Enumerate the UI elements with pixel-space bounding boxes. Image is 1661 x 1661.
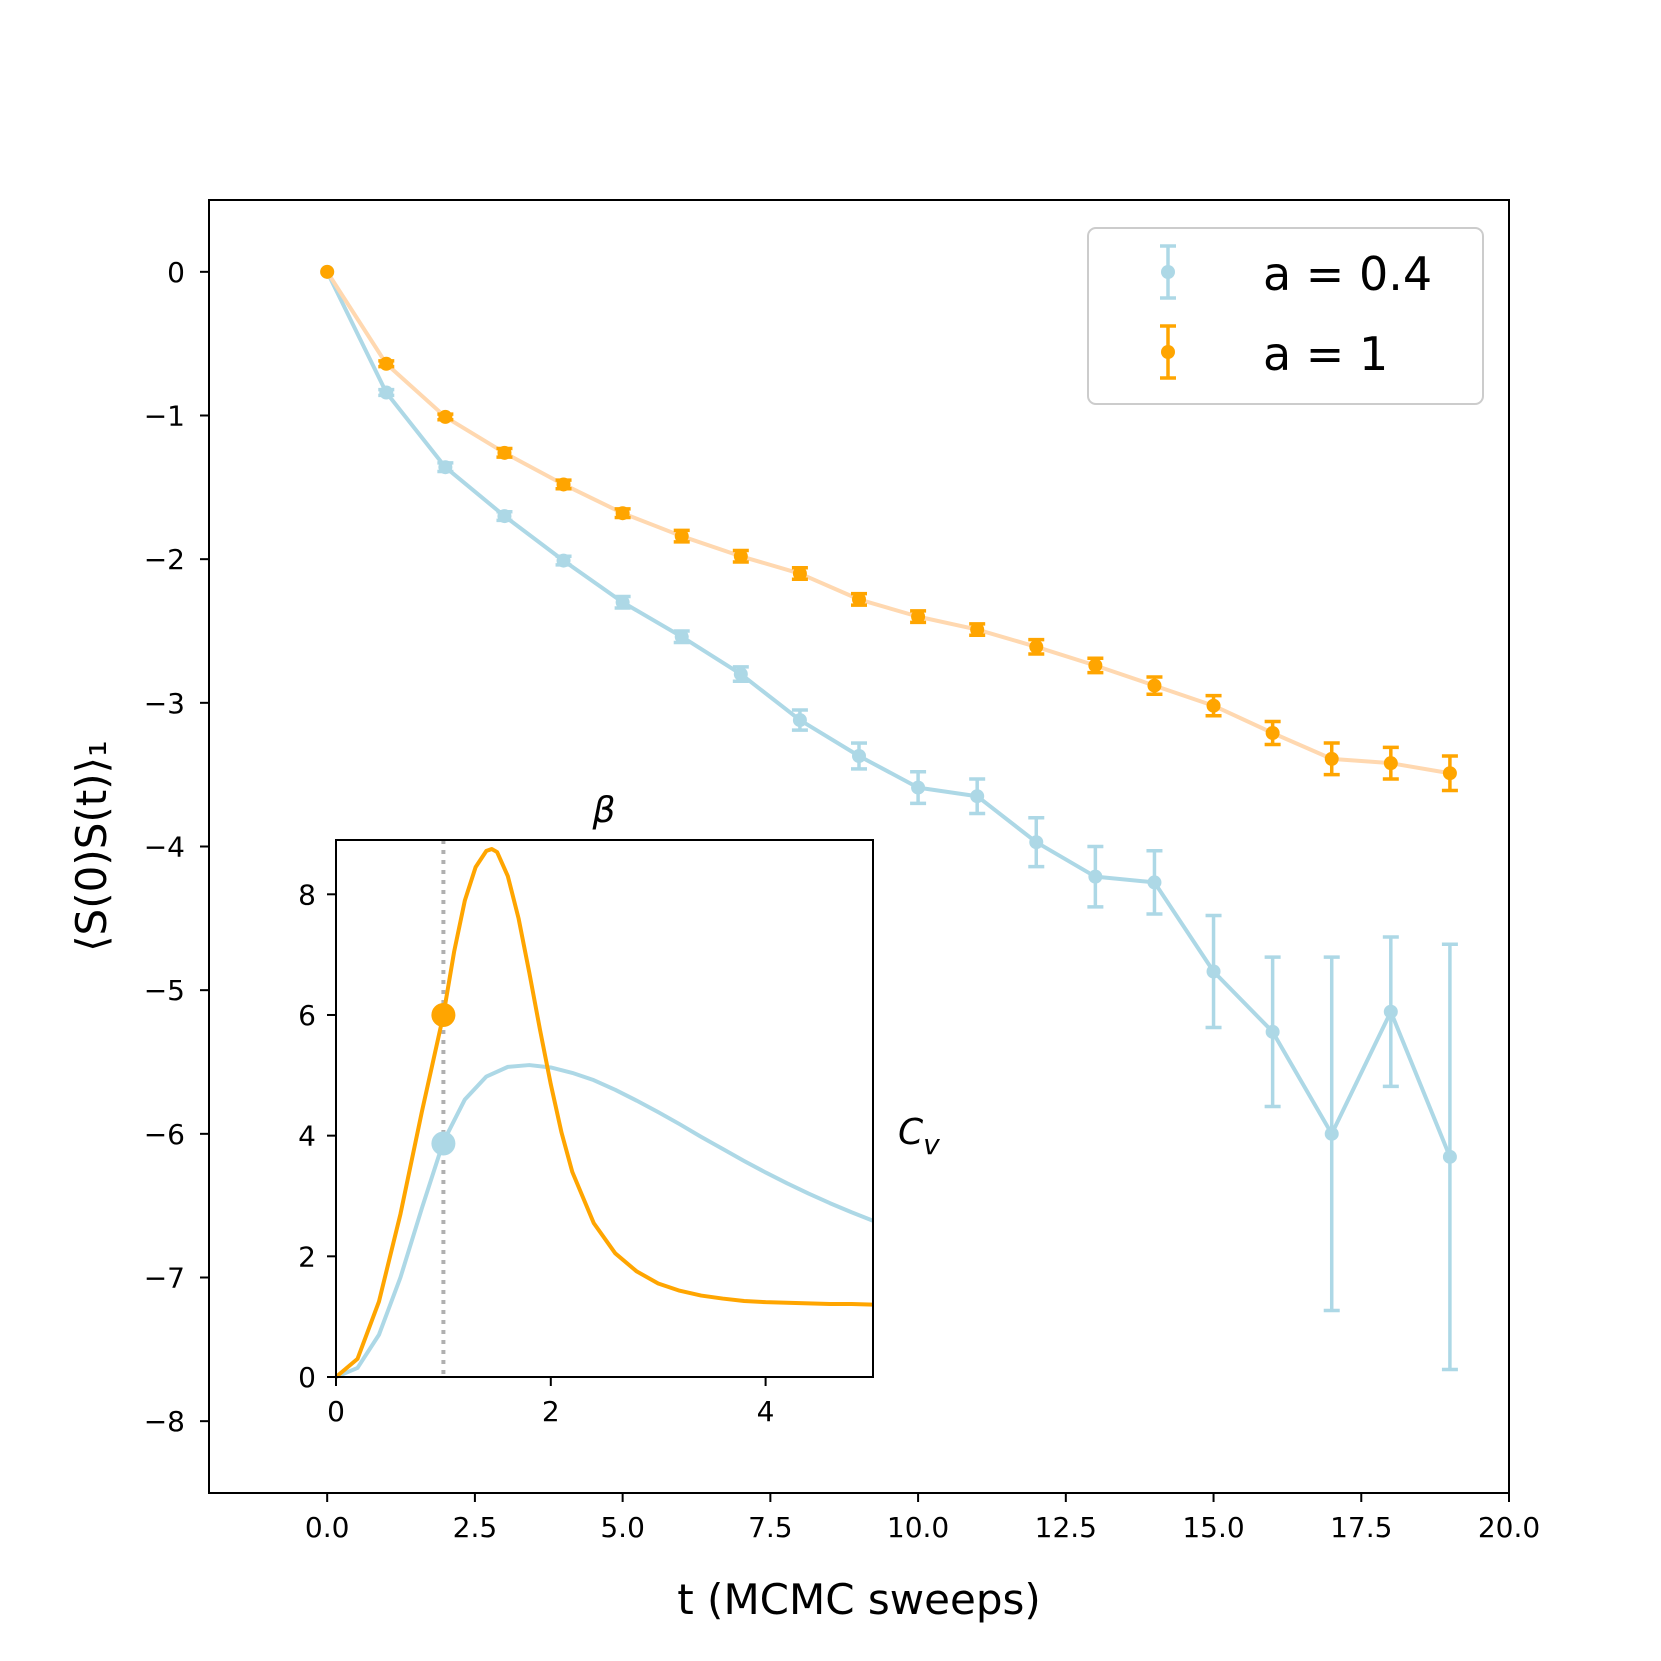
data-point (674, 529, 689, 544)
x-tick-label: 17.5 (1330, 1511, 1392, 1544)
inset-x-tick-label: 0 (327, 1395, 345, 1428)
data-point (438, 460, 453, 475)
data-point (1383, 1004, 1398, 1019)
data-point (852, 748, 866, 763)
data-point (1088, 658, 1103, 673)
legend-point (1161, 265, 1175, 279)
inset-chart: 0 2 4 0 2 4 6 8 β Cv (298, 790, 940, 1428)
data-point (852, 592, 866, 607)
y-tick-label: −8 (144, 1405, 185, 1438)
legend-box (1087, 227, 1484, 405)
data-point (1324, 751, 1339, 766)
x-tick-label: 15.0 (1182, 1511, 1244, 1544)
data-point (320, 264, 335, 279)
data-point (1088, 869, 1103, 884)
data-point (792, 566, 807, 581)
series-line-1 (325, 270, 1451, 776)
inset-x-tick-label: 2 (542, 1395, 560, 1428)
inset-y-tick-label: 0 (298, 1361, 316, 1394)
y-tick-label: −6 (144, 1118, 185, 1151)
y-tick-label: −2 (144, 543, 185, 576)
main-series-lines (325, 270, 1452, 1158)
data-point (1206, 698, 1221, 713)
inset-series-line-1 (334, 847, 874, 1379)
data-point (1029, 835, 1044, 850)
inset-y-tick-label: 2 (298, 1240, 316, 1273)
main-points (320, 264, 1457, 1164)
inset-series-lines (334, 847, 874, 1379)
data-point (674, 629, 689, 644)
data-point (615, 595, 630, 610)
data-point (792, 713, 807, 728)
data-point (379, 356, 394, 371)
legend-marker-a-1 (1160, 324, 1176, 380)
data-point (615, 506, 630, 521)
x-axis-label: t (MCMC sweeps) (677, 1575, 1041, 1624)
y-tick-label: −1 (144, 400, 185, 433)
x-tick-label: 2.5 (453, 1511, 498, 1544)
y-tick-label: −7 (144, 1262, 185, 1295)
y-tick-label: −3 (144, 687, 185, 720)
y-tick-label: 0 (167, 256, 185, 289)
inset-y-label: Cv (898, 1112, 940, 1161)
legend-label-a-0.4: a = 0.4 (1263, 247, 1432, 301)
x-tick-label: 7.5 (748, 1511, 793, 1544)
main-y-ticks: 0 −1 −2 −3 −4 −5 −6 −7 −8 (144, 256, 209, 1438)
data-point (733, 667, 748, 682)
data-point (1324, 1126, 1339, 1141)
inset-y-tick-label: 6 (298, 999, 316, 1032)
data-point (911, 609, 926, 624)
data-point (1265, 1024, 1280, 1039)
x-tick-label: 12.5 (1035, 1511, 1097, 1544)
data-point (1383, 756, 1398, 771)
main-x-ticks: 0.0 2.5 5.0 7.5 10.0 12.5 15.0 17.5 20.0 (305, 1493, 1540, 1544)
x-tick-label: 20.0 (1478, 1511, 1540, 1544)
x-tick-label: 5.0 (600, 1511, 645, 1544)
inset-x-tick-label: 4 (757, 1395, 775, 1428)
data-point (497, 509, 512, 524)
data-point (1147, 875, 1162, 890)
data-point (1442, 1149, 1457, 1164)
legend: a = 0.4 a = 1 (1087, 227, 1484, 405)
data-point (379, 385, 394, 400)
inset-series-line-0 (335, 1063, 874, 1379)
data-point (970, 622, 985, 637)
inset-x-ticks: 0 2 4 (327, 1377, 775, 1428)
inset-background (336, 840, 873, 1377)
data-point (1442, 766, 1457, 781)
y-tick-label: −4 (144, 831, 185, 864)
data-point (970, 789, 985, 804)
inset-frame (335, 839, 874, 1378)
y-tick-label: −5 (144, 974, 185, 1007)
inset-marker-0 (431, 1131, 456, 1156)
data-point (438, 409, 453, 424)
data-point (497, 445, 512, 460)
data-point (1147, 678, 1162, 693)
inset-y-tick-label: 8 (298, 878, 316, 911)
inset-marker-1 (431, 1002, 456, 1027)
data-point (556, 553, 571, 568)
inset-markers (431, 1002, 456, 1156)
inset-y-tick-label: 4 (298, 1120, 316, 1153)
data-point (1206, 964, 1221, 979)
inset-x-label: β (592, 790, 616, 831)
data-point (1029, 639, 1044, 654)
legend-marker-a-0.4 (1160, 244, 1176, 300)
y-axis-label: ⟨S(0)S(t)⟩₁ (67, 740, 116, 952)
data-point (1265, 726, 1280, 741)
legend-label-a-1: a = 1 (1263, 327, 1388, 381)
data-point (733, 549, 748, 564)
legend-point (1161, 345, 1175, 359)
series-line-0 (325, 270, 1452, 1158)
inset-y-ticks: 0 2 4 6 8 (298, 878, 336, 1394)
x-tick-label: 0.0 (305, 1511, 350, 1544)
data-point (556, 477, 571, 492)
x-tick-label: 10.0 (887, 1511, 949, 1544)
data-point (911, 780, 926, 795)
